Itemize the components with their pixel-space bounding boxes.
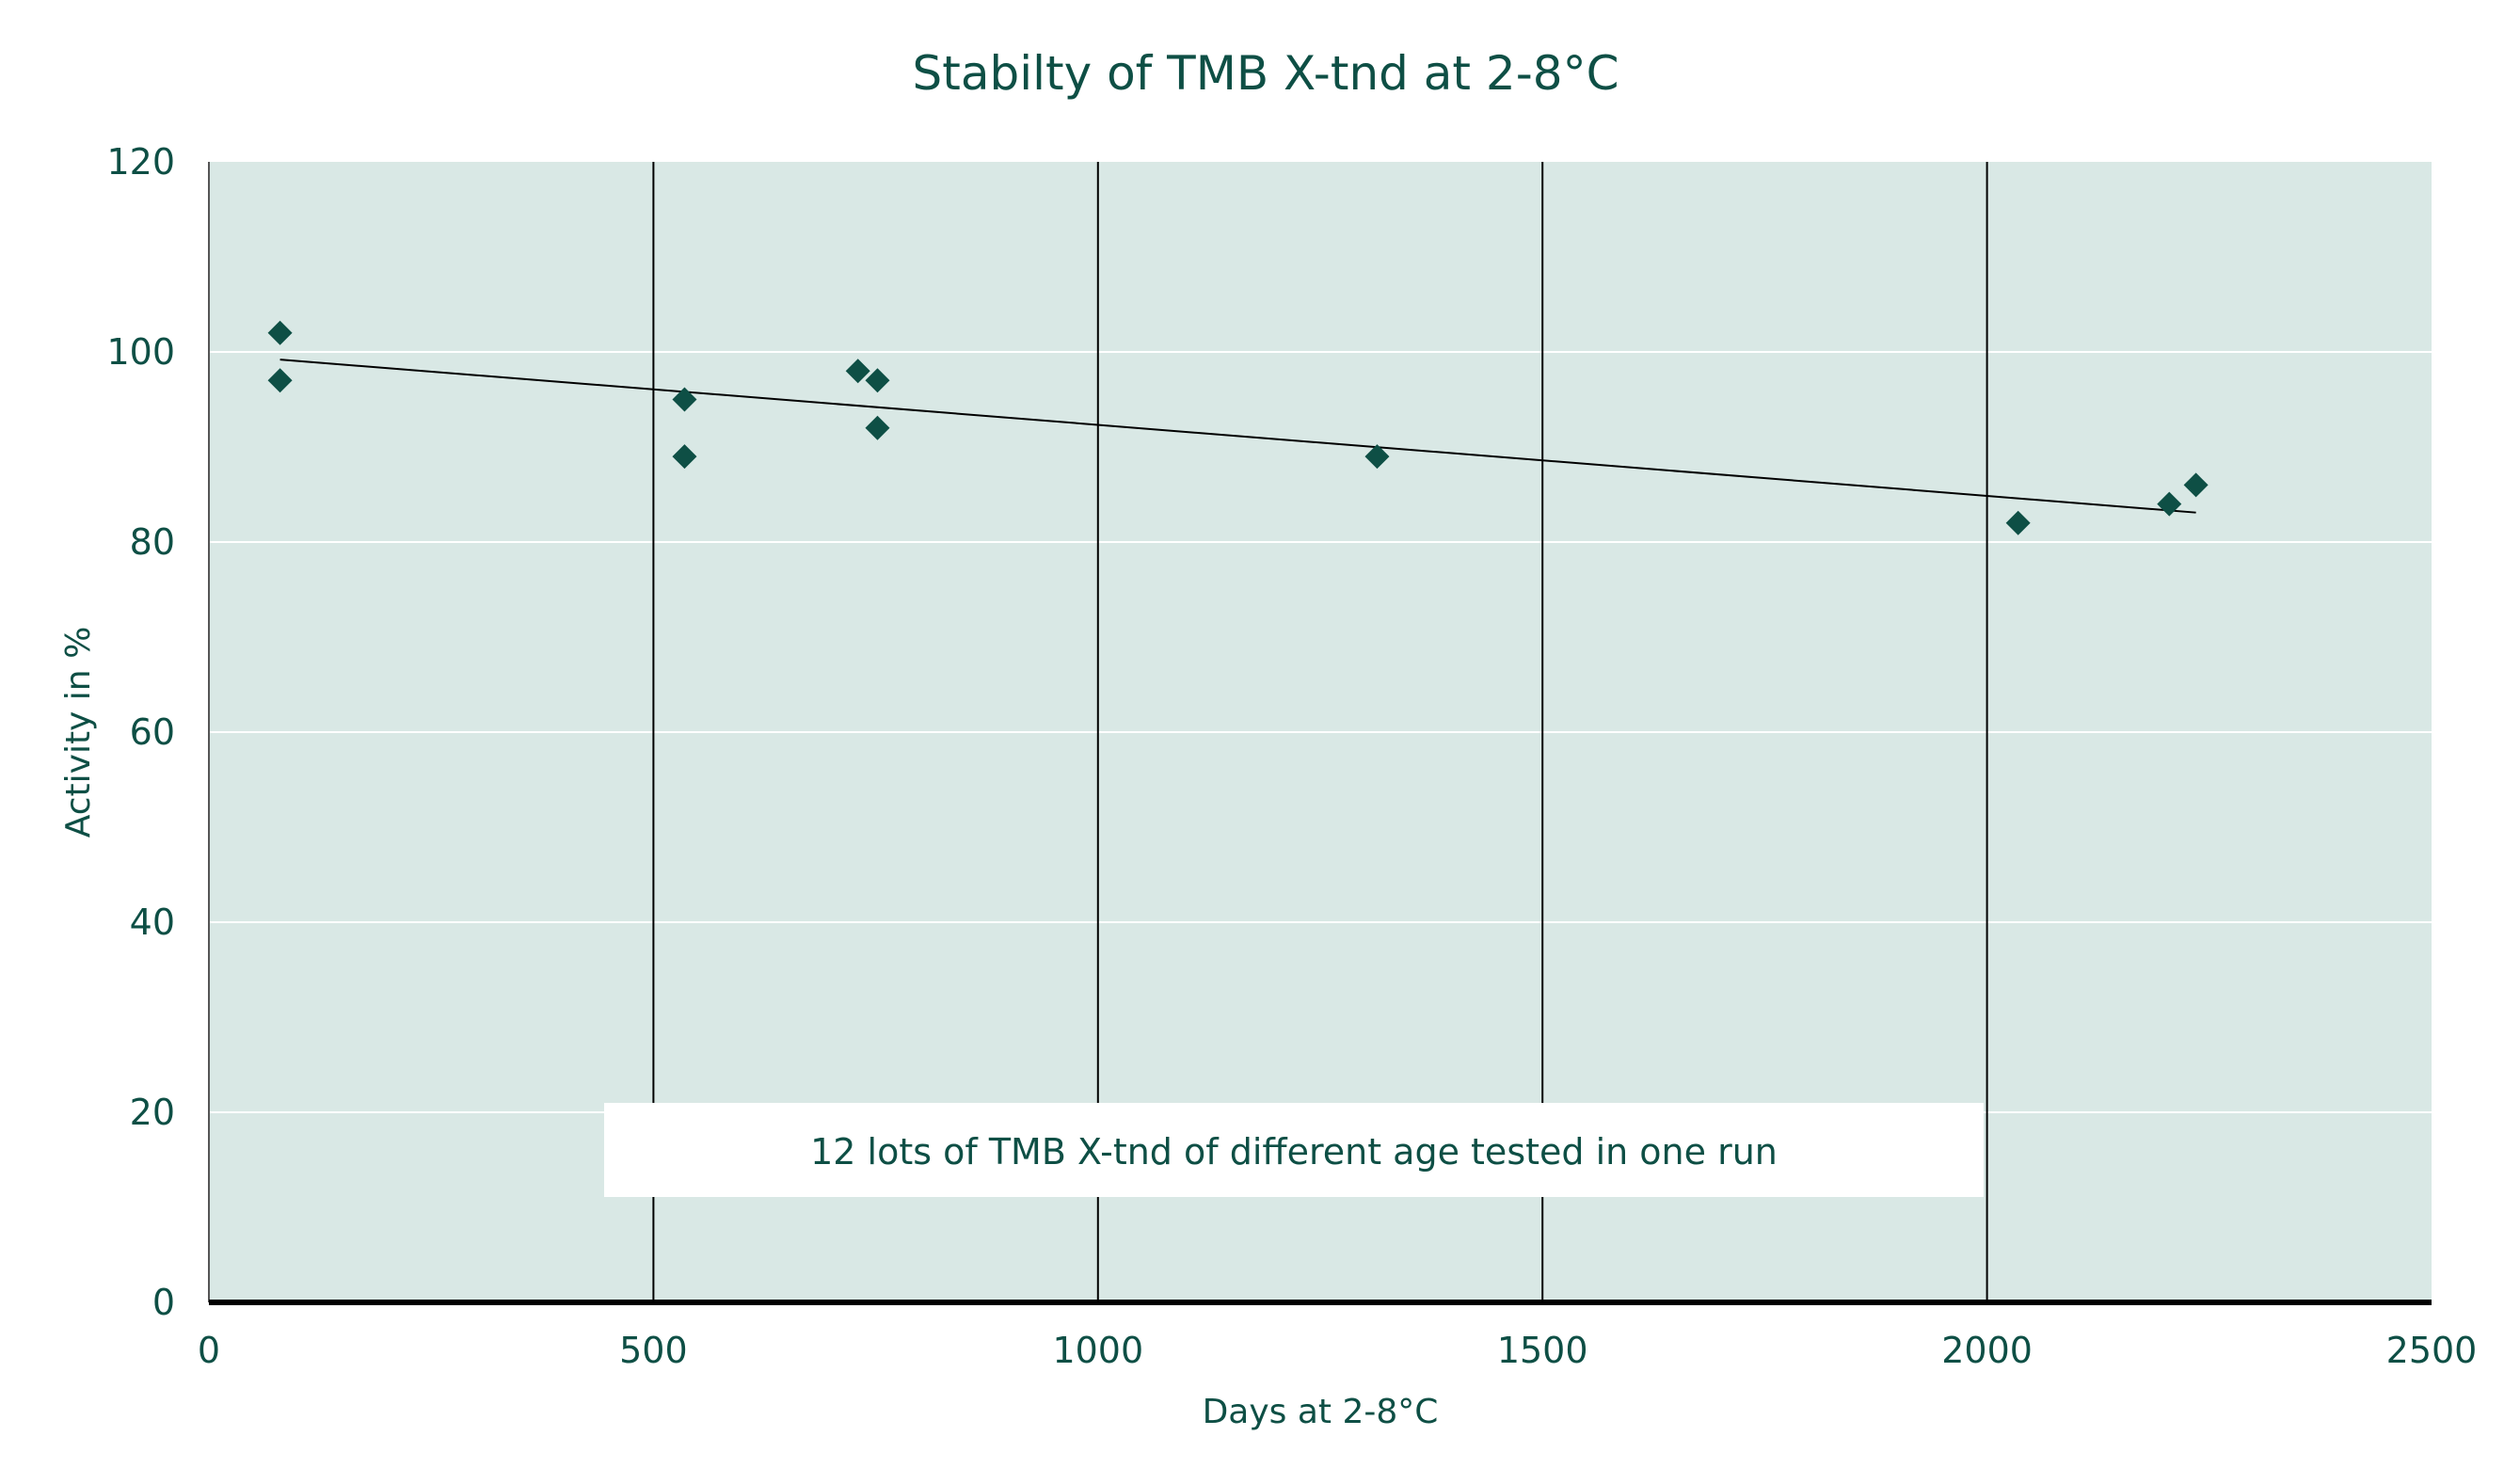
- y-tick-label: 60: [130, 711, 175, 753]
- y-tick-labels: 0 20 40 60 80 100 120: [106, 141, 175, 1323]
- annotation-box: [604, 1103, 1984, 1197]
- data-point: [267, 320, 293, 345]
- horizontal-gridlines: [209, 351, 2432, 1113]
- x-tick-label: 2000: [1941, 1330, 2033, 1371]
- data-point: [672, 387, 697, 412]
- x-tick-label: 500: [619, 1330, 688, 1371]
- data-point: [2157, 491, 2182, 517]
- data-points: [267, 320, 2209, 535]
- data-point: [267, 368, 293, 393]
- data-point: [672, 444, 697, 470]
- x-tick-label: 2500: [2386, 1330, 2478, 1371]
- annotation-text: 12 lots of TMB X-tnd of different age te…: [810, 1131, 1778, 1173]
- data-point: [865, 368, 890, 393]
- x-tick-label: 1000: [1052, 1330, 1143, 1371]
- chart-title: Stabilty of TMB X-tnd at 2-8°C: [912, 46, 1619, 101]
- data-point: [865, 415, 890, 440]
- x-axis-label: Days at 2-8°C: [1203, 1393, 1439, 1431]
- x-tick-label: 1500: [1497, 1330, 1588, 1371]
- x-tick-label: 0: [198, 1330, 220, 1371]
- data-point: [845, 359, 870, 384]
- y-tick-label: 120: [106, 141, 175, 183]
- data-point: [2005, 510, 2031, 535]
- trendline: [279, 359, 2196, 514]
- y-tick-label: 40: [130, 902, 175, 943]
- y-tick-label: 80: [130, 521, 175, 563]
- y-tick-label: 100: [106, 331, 175, 373]
- y-tick-label: 20: [130, 1092, 175, 1133]
- x-tick-labels: 0 500 1000 1500 2000 2500: [198, 1330, 2477, 1371]
- y-tick-label: 0: [152, 1282, 175, 1323]
- y-axis-label: Activity in %: [59, 627, 98, 838]
- data-point: [2183, 472, 2209, 498]
- data-point: [1364, 444, 1390, 470]
